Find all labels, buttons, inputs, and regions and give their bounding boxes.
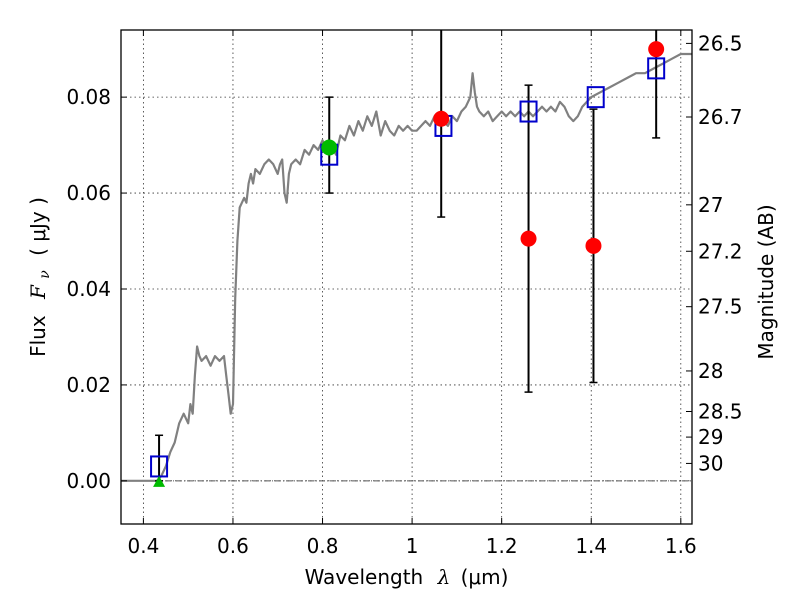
- magnitude-tick-label: 30: [698, 451, 723, 475]
- y-axis-ticks: 0.00 0.02 0.04 0.06 0.08: [66, 85, 127, 493]
- measurement-circle-marker: [648, 41, 665, 58]
- photometry-square-marker: [647, 57, 666, 80]
- y-tick-label: 0.08: [66, 85, 111, 109]
- x-tick-label: 1.6: [665, 534, 697, 558]
- y-axis-title-unit: ( μJy ): [26, 197, 50, 256]
- spectrum-line: [121, 52, 692, 482]
- y-axis-title-prefix: Flux: [26, 315, 50, 357]
- model-spectrum: [121, 52, 692, 482]
- right-axis-title: Magnitude (AB): [754, 204, 778, 359]
- y-axis-title-symbol: F: [26, 284, 50, 300]
- photometry-square-marker: [586, 86, 605, 109]
- y-tick-label: 0.06: [66, 181, 111, 205]
- x-axis-title-symbol: λ: [437, 565, 451, 589]
- x-axis-title: Wavelength λ (μm): [305, 565, 509, 589]
- measurement-circle-marker: [433, 110, 450, 127]
- magnitude-tick-label: 26.5: [698, 31, 743, 55]
- magnitude-tick-label: 29: [698, 425, 723, 449]
- upper-limit-triangle-marker: [153, 475, 166, 487]
- y-tick-label: 0.02: [66, 373, 111, 397]
- x-axis-title-unit: (μm): [461, 565, 509, 589]
- x-tick-label: 1.4: [575, 534, 607, 558]
- magnitude-tick-label: 26.7: [698, 105, 743, 129]
- photometry-square-marker: [519, 100, 538, 123]
- y-axis-title-subscript: ν: [37, 270, 53, 279]
- measurement-circle-marker: [321, 139, 338, 156]
- x-tick-label: 0.6: [217, 534, 249, 558]
- measurement-circle-marker: [585, 237, 602, 254]
- magnitude-tick-label: 28.5: [698, 400, 743, 424]
- measurement-circle-marker: [520, 230, 537, 247]
- y-axis-title: Flux F ν ( μJy ): [26, 197, 54, 357]
- y-tick-label: 0.04: [66, 277, 111, 301]
- x-tick-label: 1.2: [486, 534, 518, 558]
- magnitude-tick-label: 27.5: [698, 295, 743, 319]
- magnitude-tick-label: 27.2: [698, 239, 743, 263]
- x-axis-title-prefix: Wavelength: [305, 565, 424, 589]
- magnitude-tick-label: 28: [698, 359, 723, 383]
- data-markers: [150, 41, 666, 487]
- grid-lines: [121, 30, 692, 524]
- magnitude-tick-label: 27: [698, 193, 723, 217]
- x-axis-ticks: 0.4 0.6 0.8 1 1.2 1.4 1.6: [127, 30, 697, 558]
- x-tick-label: 0.4: [127, 534, 159, 558]
- y-tick-label: 0.00: [66, 469, 111, 493]
- plot-frame: [120, 29, 693, 525]
- x-tick-label: 0.8: [307, 534, 339, 558]
- x-tick-label: 1: [406, 534, 419, 558]
